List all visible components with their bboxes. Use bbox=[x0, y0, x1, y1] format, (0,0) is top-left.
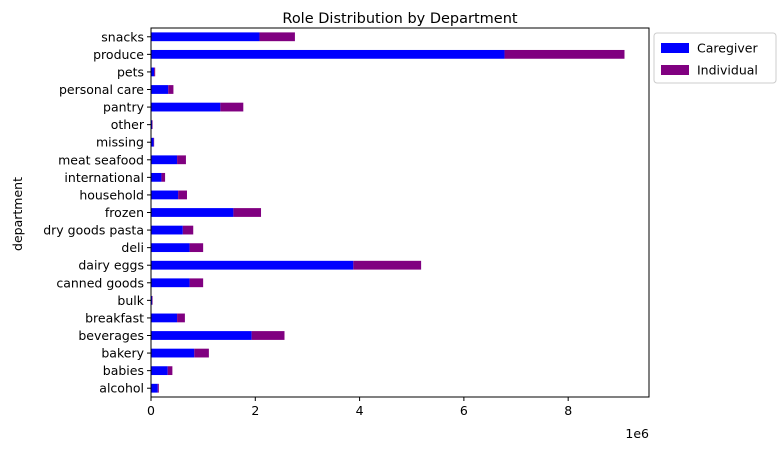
x-tick-label: 0 bbox=[147, 403, 155, 418]
legend-label-individual: Individual bbox=[697, 63, 758, 78]
y-tick-label: missing bbox=[96, 135, 144, 150]
bar-caregiver-alcohol bbox=[151, 383, 158, 393]
y-tick-label: pets bbox=[117, 64, 144, 79]
y-tick-label: babies bbox=[103, 363, 144, 378]
bar-caregiver-bulk bbox=[151, 295, 153, 305]
bar-individual-pantry bbox=[220, 102, 244, 112]
bar-individual-snacks bbox=[259, 32, 295, 42]
bar-caregiver-household bbox=[151, 190, 179, 200]
y-tick-label: frozen bbox=[105, 205, 144, 220]
y-tick-label: produce bbox=[93, 47, 144, 62]
y-tick-label: household bbox=[79, 187, 144, 202]
bar-individual-meat-seafood bbox=[177, 155, 186, 165]
legend-swatch-caregiver bbox=[661, 43, 689, 53]
y-tick-label: dry goods pasta bbox=[43, 223, 144, 238]
bar-caregiver-international bbox=[151, 172, 162, 182]
x-axis-ticks: 0 2 4 6 8 bbox=[147, 397, 572, 418]
bar-caregiver-other bbox=[151, 120, 153, 130]
y-tick-label: bakery bbox=[101, 346, 144, 361]
bar-caregiver-snacks bbox=[151, 32, 260, 42]
bar-individual-international bbox=[161, 172, 166, 182]
bar-caregiver-beverages bbox=[151, 331, 252, 340]
legend: Caregiver Individual bbox=[653, 32, 777, 84]
bar-caregiver-dairy-eggs bbox=[151, 260, 354, 270]
y-tick-label: personal care bbox=[59, 82, 144, 97]
x-tick-label: 6 bbox=[460, 403, 468, 418]
bar-individual-pets bbox=[154, 67, 156, 77]
x-axis-offset-label: 1e6 bbox=[625, 426, 649, 441]
bar-individual-canned-goods bbox=[189, 278, 204, 288]
y-tick-label: other bbox=[111, 117, 145, 132]
y-tick-label: pantry bbox=[103, 100, 145, 115]
bar-caregiver-breakfast bbox=[151, 313, 178, 323]
bar-individual-alcohol bbox=[157, 383, 159, 393]
y-tick-label: alcohol bbox=[99, 381, 144, 396]
x-tick-label: 4 bbox=[356, 403, 364, 418]
legend-swatch-individual bbox=[661, 65, 689, 75]
bar-caregiver-dry-goods-pasta bbox=[151, 225, 183, 235]
bar-caregiver-meat-seafood bbox=[151, 155, 178, 165]
bar-individual-dry-goods-pasta bbox=[182, 225, 194, 235]
bar-individual-produce bbox=[504, 49, 625, 59]
y-tick-label: deli bbox=[121, 240, 144, 255]
bar-individual-household bbox=[178, 190, 187, 200]
bar-individual-frozen bbox=[233, 208, 262, 217]
bar-individual-babies bbox=[167, 366, 173, 376]
bar-individual-missing bbox=[153, 137, 155, 147]
bar-caregiver-frozen bbox=[151, 208, 234, 217]
bar-individual-other bbox=[152, 120, 153, 130]
bar-caregiver-pets bbox=[151, 67, 155, 77]
bar-caregiver-babies bbox=[151, 366, 168, 376]
y-tick-label: meat seafood bbox=[58, 152, 144, 167]
y-axis-label: department bbox=[10, 177, 25, 251]
bar-caregiver-personal-care bbox=[151, 85, 169, 94]
y-tick-label: dairy eggs bbox=[78, 258, 144, 273]
legend-label-caregiver: Caregiver bbox=[697, 41, 758, 56]
bar-individual-beverages bbox=[251, 331, 285, 340]
plot-area-frame bbox=[150, 27, 650, 398]
bar-caregiver-canned-goods bbox=[151, 278, 190, 288]
bar-individual-deli bbox=[189, 243, 204, 253]
chart-title: Role Distribution by Department bbox=[282, 11, 518, 27]
x-tick-label: 8 bbox=[564, 403, 572, 418]
y-tick-label: beverages bbox=[78, 328, 144, 343]
bar-individual-breakfast bbox=[177, 313, 185, 323]
bar-individual-dairy-eggs bbox=[353, 260, 422, 270]
bar-caregiver-pantry bbox=[151, 102, 221, 112]
bar-caregiver-deli bbox=[151, 243, 190, 253]
bar-caregiver-produce bbox=[151, 49, 505, 59]
y-tick-label: snacks bbox=[101, 29, 144, 44]
bar-individual-bakery bbox=[194, 348, 209, 358]
y-tick-label: canned goods bbox=[56, 275, 144, 290]
bars-group bbox=[151, 32, 625, 393]
bar-individual-personal-care bbox=[168, 85, 174, 94]
y-axis-ticks: alcohol babies bakery beverages breakfast bul… bbox=[43, 29, 151, 396]
y-tick-label: bulk bbox=[117, 293, 144, 308]
bar-individual-bulk bbox=[152, 295, 153, 305]
x-tick-label: 2 bbox=[251, 403, 259, 418]
y-tick-label: international bbox=[64, 170, 144, 185]
y-tick-label: breakfast bbox=[85, 310, 144, 325]
bar-caregiver-missing bbox=[151, 137, 154, 147]
bar-caregiver-bakery bbox=[151, 348, 195, 358]
